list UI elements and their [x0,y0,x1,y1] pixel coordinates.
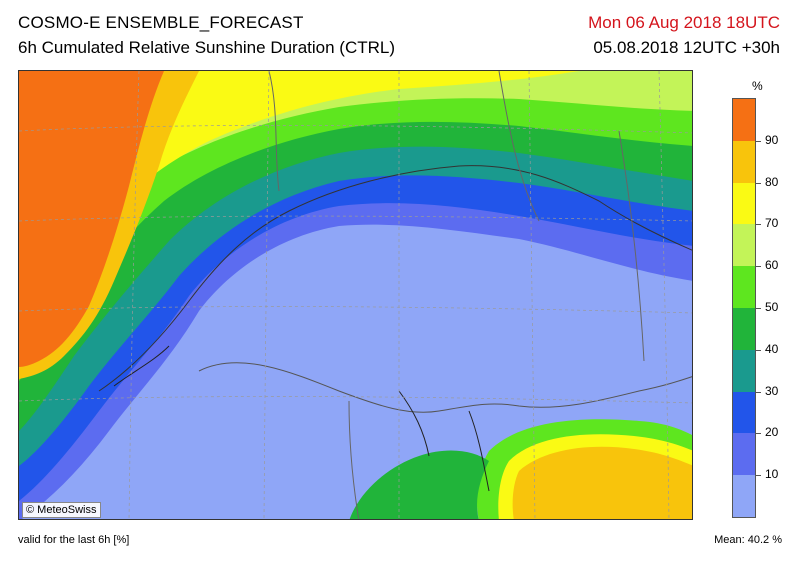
legend-tick-mark [756,475,761,477]
legend-tick-label: 80 [765,174,779,189]
legend-tick-label: 40 [765,341,779,356]
legend-swatch [733,391,755,434]
legend-tick-mark [756,224,761,226]
legend-tick-label: 60 [765,258,779,273]
product-title: COSMO-E ENSEMBLE_FORECAST [18,13,304,32]
legend-tick-label: 20 [765,425,779,440]
legend-tick-label: 90 [765,132,779,147]
legend-unit: % [752,79,763,93]
legend-swatch [733,266,755,308]
legend-tick-mark [756,433,761,435]
field-subtitle: 6h Cumulated Relative Sunshine Duration … [18,38,396,57]
legend-tick-mark [756,182,761,184]
sunshine-map-svg [19,71,692,519]
legend-swatch [733,349,755,392]
legend-tick-mark [756,308,761,309]
legend-tick-mark [756,349,761,351]
run-info: 05.08.2018 12UTC +30h [593,38,780,57]
lat-lon-grid [19,71,692,519]
lake-outlines [113,345,490,492]
legend-tick-label: 50 [765,300,779,314]
forecast-map[interactable] [18,70,693,520]
legend-tick-label: 70 [765,216,779,231]
country-border-south [198,362,692,413]
color-legend [732,98,756,518]
meteoswiss-credit: © MeteoSwiss [22,502,102,518]
legend-tick-label: 10 [765,467,779,482]
legend-swatch [733,475,755,517]
legend-tick-mark [756,391,761,393]
country-border-north [98,165,692,392]
footer-validity-note: valid for the last 6h [%] [18,534,130,546]
legend-swatch [733,433,755,476]
legend-swatch [733,99,755,141]
band-southeast-80 [512,446,692,519]
legend-swatch [733,140,755,183]
footer-mean-value: Mean: 40.2 % [714,534,782,546]
band-90-100-west [19,71,164,367]
legend-swatch [733,224,755,267]
legend-swatch [733,182,755,225]
band-south-green [349,450,489,519]
legend-tick-label: 30 [765,383,779,398]
regional-borders [268,71,645,519]
legend-tick-mark [756,140,761,142]
legend-swatch [733,308,755,350]
legend-tick-mark [756,266,761,268]
valid-time: Mon 06 Aug 2018 18UTC [588,13,780,32]
